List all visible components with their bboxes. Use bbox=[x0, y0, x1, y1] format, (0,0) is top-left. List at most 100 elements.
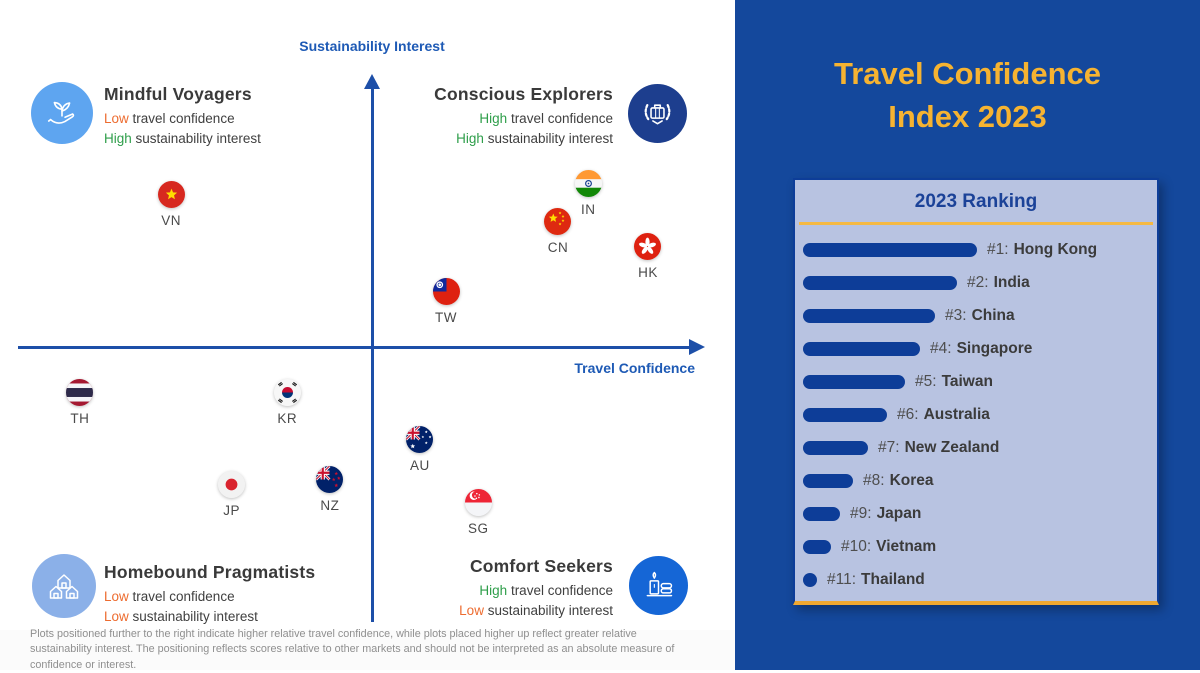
marker-label: JP bbox=[223, 503, 241, 519]
marker-label: HK bbox=[638, 264, 658, 280]
marker-label: SG bbox=[468, 520, 489, 536]
marker-cn: CN bbox=[523, 208, 593, 255]
y-axis-line bbox=[371, 87, 374, 622]
x-axis-arrow-icon bbox=[689, 339, 705, 355]
flag-vn-icon bbox=[157, 180, 185, 208]
marker-sg: SG bbox=[443, 488, 513, 536]
marker-label: CN bbox=[547, 240, 569, 256]
marker-label: TH bbox=[70, 410, 90, 426]
ranking-bar bbox=[803, 341, 920, 356]
ranking-row: #8: Korea bbox=[803, 464, 1157, 497]
page-title-line2: Index 2023 bbox=[888, 99, 1047, 135]
mindful-voyagers-label-block: Mindful Voyagers Low travel confidence Hig… bbox=[104, 84, 261, 150]
flag-kr-icon bbox=[273, 378, 301, 406]
ranking-bar bbox=[803, 275, 957, 290]
homebound-pragmatists-label-block: Homebound Pragmatists Low travel confiden… bbox=[104, 562, 315, 628]
ranking-divider bbox=[799, 222, 1153, 225]
x-axis-line bbox=[18, 346, 690, 349]
ranking-row: #11: Thailand bbox=[803, 563, 1157, 596]
ranking-bar bbox=[803, 473, 853, 488]
ranking-list: #1: Hong Kong #2: India #3: China #4: Singapore… bbox=[795, 225, 1157, 596]
marker-jp: JP bbox=[197, 471, 267, 518]
ranking-label: #5: Taiwan bbox=[915, 372, 993, 390]
marker-label: VN bbox=[161, 212, 182, 228]
marker-th: TH bbox=[45, 378, 115, 426]
ranking-row: #2: India bbox=[803, 266, 1157, 299]
flag-sg-icon bbox=[464, 488, 492, 516]
x-axis-label: Travel Confidence bbox=[574, 360, 695, 376]
marker-label: IN bbox=[580, 201, 596, 217]
ranking-panel: Travel Confidence Index 2023 2023 Rankin… bbox=[735, 0, 1200, 670]
ranking-bar bbox=[803, 407, 887, 422]
marker-label: AU bbox=[410, 457, 430, 473]
houses-icon bbox=[32, 554, 96, 618]
marker-hk: HK bbox=[613, 232, 683, 280]
marker-in: IN bbox=[553, 169, 623, 217]
marker-kr: KR bbox=[252, 378, 322, 426]
marker-label: KR bbox=[277, 410, 298, 426]
conscious-explorers-descriptor: High travel confidence bbox=[479, 111, 613, 126]
conscious-explorers-label-block: Conscious Explorers High travel confidenc… bbox=[434, 84, 613, 150]
flag-th-icon bbox=[66, 378, 94, 406]
ranking-bar bbox=[803, 506, 840, 521]
marker-vn: VN bbox=[136, 180, 206, 228]
ranking-card: 2023 Ranking #1: Hong Kong #2: India #3: Chin… bbox=[793, 178, 1159, 605]
ranking-label: #6: Australia bbox=[897, 405, 990, 423]
mindful-voyagers-descriptor: Low travel confidence bbox=[104, 111, 235, 126]
ranking-bar bbox=[803, 242, 977, 257]
ranking-row: #5: Taiwan bbox=[803, 365, 1157, 398]
flag-cn-icon bbox=[544, 208, 572, 236]
ranking-row: #7: New Zealand bbox=[803, 431, 1157, 464]
y-axis-label: Sustainability Interest bbox=[299, 38, 445, 54]
ranking-row: #9: Japan bbox=[803, 497, 1157, 530]
page-title: Travel Confidence Index 2023 bbox=[735, 52, 1200, 139]
ranking-row: #3: China bbox=[803, 299, 1157, 332]
conscious-explorers-descriptor: High sustainability interest bbox=[456, 131, 613, 147]
flag-au-icon bbox=[406, 425, 434, 453]
mindful-voyagers-descriptor: High sustainability interest bbox=[104, 131, 261, 147]
ranking-label: #4: Singapore bbox=[930, 339, 1033, 357]
marker-nz: NZ bbox=[295, 465, 365, 513]
footnote-strip: Plots positioned further to the right in… bbox=[0, 627, 735, 671]
marker-label: NZ bbox=[320, 497, 340, 513]
hand-plant-icon bbox=[31, 82, 93, 144]
ranking-row: #10: Vietnam bbox=[803, 530, 1157, 563]
ranking-label: #8: Korea bbox=[863, 471, 934, 489]
homebound-pragmatists-descriptor: Low travel confidence bbox=[104, 589, 235, 604]
ranking-bar bbox=[803, 440, 868, 455]
marker-label: TW bbox=[435, 310, 457, 326]
marker-tw: TW bbox=[411, 278, 481, 325]
comfort-seekers-title: Comfort Seekers bbox=[469, 556, 613, 576]
y-axis-arrow-icon bbox=[364, 74, 380, 89]
comfort-seekers-descriptor: Low sustainability interest bbox=[459, 603, 613, 619]
flag-jp-icon bbox=[218, 471, 246, 499]
conscious-explorers-title: Conscious Explorers bbox=[434, 84, 613, 104]
ranking-row: #6: Australia bbox=[803, 398, 1157, 431]
homebound-pragmatists-descriptor: Low sustainability interest bbox=[104, 609, 258, 625]
flag-hk-icon bbox=[634, 232, 662, 260]
ranking-bar bbox=[803, 572, 817, 587]
ranking-label: #9: Japan bbox=[850, 504, 922, 522]
ranking-bar bbox=[803, 374, 905, 389]
mindful-voyagers-title: Mindful Voyagers bbox=[104, 84, 252, 104]
ranking-label: #10: Vietnam bbox=[841, 537, 937, 555]
flag-in-icon bbox=[574, 169, 602, 197]
comfort-seekers-label-block: Comfort Seekers High travel confidence Low… bbox=[459, 556, 613, 622]
candle-spa-icon bbox=[629, 556, 688, 615]
ranking-bar bbox=[803, 308, 935, 323]
ranking-row: #1: Hong Kong bbox=[803, 233, 1157, 266]
flag-nz-icon bbox=[316, 465, 344, 493]
page-title-line1: Travel Confidence bbox=[833, 56, 1102, 91]
comfort-seekers-descriptor: High travel confidence bbox=[479, 583, 613, 598]
quadrant-chart-panel: Sustainability Interest Travel Confidenc… bbox=[0, 38, 735, 671]
badge-suitcase-icon bbox=[628, 84, 687, 143]
footnote-text: Plots positioned further to the right in… bbox=[30, 627, 675, 671]
marker-au: AU bbox=[385, 425, 455, 473]
homebound-pragmatists-title: Homebound Pragmatists bbox=[104, 562, 316, 582]
ranking-label: #1: Hong Kong bbox=[987, 240, 1098, 258]
ranking-title: 2023 Ranking bbox=[914, 191, 1038, 212]
ranking-label: #3: China bbox=[945, 306, 1015, 324]
ranking-label: #11: Thailand bbox=[827, 570, 925, 588]
flag-tw-icon bbox=[432, 278, 460, 306]
ranking-label: #7: New Zealand bbox=[878, 438, 1000, 456]
